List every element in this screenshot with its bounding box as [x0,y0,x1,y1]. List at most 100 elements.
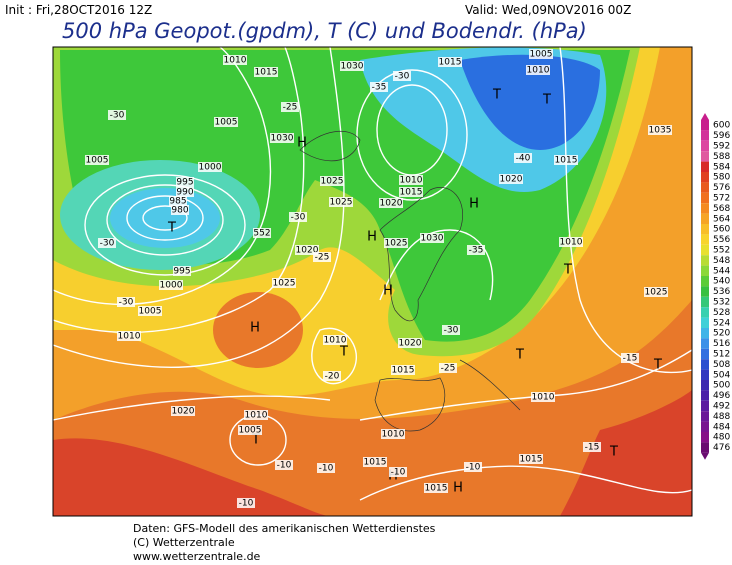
map-label-bg [117,331,141,341]
colorbar-label: 484 [713,422,730,432]
colorbar-swatch [701,390,709,401]
pressure-center: H [383,284,393,299]
map-label-bg [272,278,296,288]
map-label: 1005 [86,156,109,166]
map-label-bg [85,155,109,165]
map-label: 1035 [649,126,672,136]
map-label-bg [295,245,319,255]
map-label: 1030 [271,134,294,144]
map-label-bg [559,237,583,247]
map-label: -15 [585,443,600,453]
map-label: 1010 [382,430,405,440]
map-label-bg [363,457,387,467]
map-label-bg [289,212,307,222]
pressure-center: T [339,345,348,360]
pressure-center: T [515,348,524,363]
colorbar-swatch [701,411,709,422]
map-label: -20 [325,372,340,382]
map-label-bg [329,197,353,207]
map-label: 1010 [560,238,583,248]
colorbar-swatch [701,369,709,380]
map-label: 1025 [330,198,353,208]
colorbar-swatch [701,151,709,162]
map-label: 1005 [215,118,238,128]
map-label: -25 [283,103,298,113]
pressure-center: T [653,358,662,373]
map-label: -10 [391,468,406,478]
map-label-bg [438,57,462,67]
map-label: 1010 [224,56,247,66]
colorbar-swatch [701,400,709,412]
map-label-bg [159,280,183,290]
map-label-bg [108,110,126,120]
colorbar-swatch [701,182,709,193]
map-label-bg [464,462,482,472]
map-label-bg [370,82,388,92]
map-label-bg [399,175,423,185]
map-title: 500 hPa Geopot.(gpdm), T (C) und Bodendr… [62,19,587,43]
colorbar-cap [701,452,709,460]
colorbar-label: 500 [713,381,730,391]
map-label-bg [442,325,460,335]
colorbar-label: 532 [713,298,730,308]
colorbar-swatch [701,421,709,432]
map-label-bg [173,266,191,276]
map-label-bg [554,155,578,165]
map-label-bg [171,205,189,215]
map-label: -25 [315,253,330,263]
colorbar-label: 504 [713,370,730,380]
map-label: 980 [171,206,188,216]
colorbar-swatch [701,192,709,204]
colorbar-label: 576 [713,183,730,193]
colorbar-swatch [701,244,709,256]
map-label-bg [270,133,294,143]
map-label: 990 [176,188,193,198]
map-label-bg [169,196,187,206]
map-label-bg [499,174,523,184]
map-label-bg [253,228,271,238]
map-label-bg [98,238,116,248]
map-label-bg [214,117,238,127]
map-label: 1010 [532,393,555,403]
map-area [53,47,692,516]
colorbar-label: 600 [713,121,730,131]
colorbar-label: 544 [713,266,730,276]
map-label: 1015 [520,455,543,465]
colorbar-label: 588 [713,152,730,162]
map-label-bg [317,463,335,473]
colorbar-label: 548 [713,256,730,266]
colorbar-swatch [701,380,709,391]
map-label-bg [117,297,135,307]
pressure-center: T [542,93,551,108]
map-label: -10 [319,464,334,474]
map-label-bg [238,425,262,435]
map-label-bg [254,67,278,77]
map-label: 1020 [380,199,403,209]
footer-source: Daten: GFS-Modell des amerikanischen Wet… [133,522,436,535]
map-label: -35 [469,246,484,256]
colorbar-swatch [701,172,709,183]
map-label-bg [176,177,194,187]
pressure-center: H [453,481,463,496]
map-label: 1010 [118,332,141,342]
colorbar-label: 596 [713,131,730,141]
map-label: 1005 [530,50,553,60]
map-label: -10 [466,463,481,473]
pressure-center: H [469,197,479,212]
colorbar-swatch [701,359,709,370]
map-label-bg [384,238,408,248]
colorbar-swatch [701,203,709,214]
map-label: -30 [291,213,306,223]
colorbar-swatch [701,276,709,287]
map-label: 1010 [527,66,550,76]
map-label: 1025 [273,279,296,289]
map-label-bg [313,252,331,262]
map-label-bg [223,55,247,65]
map-label: -30 [444,326,459,336]
map-label: -30 [395,72,410,82]
colorbar-label: 572 [713,194,730,204]
map-label-bg [320,176,344,186]
map-label: -40 [516,154,531,164]
map-label: -30 [110,111,125,121]
map-label: 1015 [555,156,578,166]
